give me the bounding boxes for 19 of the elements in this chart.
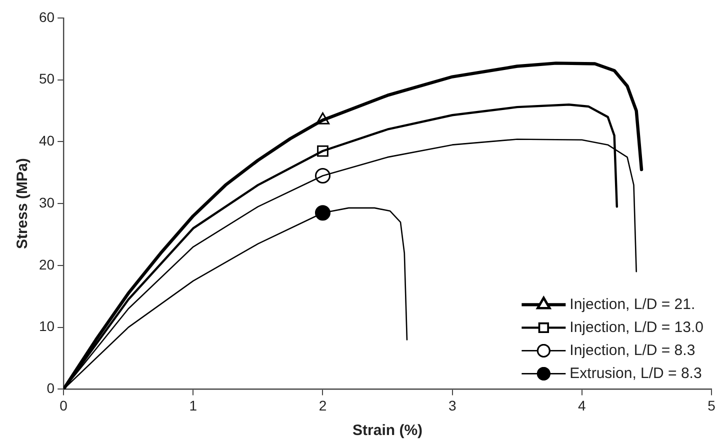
x-axis-title: Strain (%) [352,422,423,440]
y-tick-label: 50 [38,70,55,87]
legend-label: Injection, L/D = 13.0 [570,318,704,336]
y-tick-label: 20 [38,256,55,272]
y-tick-label: 0 [46,380,55,396]
x-tick-label: 1 [189,397,198,414]
y-tick-label: 30 [38,194,55,210]
y-axis-title: Stress (MPa) [14,158,32,250]
x-tick-label: 0 [60,397,68,414]
y-tick-label: 40 [38,132,55,149]
legend-label: Injection, L/D = 21. [570,296,696,313]
y-tick-label: 60 [38,8,55,25]
x-tick-label: 5 [708,397,716,414]
legend-label: Extrusion, L/D = 8.3 [570,364,702,382]
x-tick-label: 2 [318,397,327,414]
legend-label: Injection, L/D = 8.3 [570,342,696,359]
x-tick-label: 3 [448,397,456,414]
y-tick-label: 10 [38,318,55,334]
x-tick-label: 4 [578,397,586,414]
